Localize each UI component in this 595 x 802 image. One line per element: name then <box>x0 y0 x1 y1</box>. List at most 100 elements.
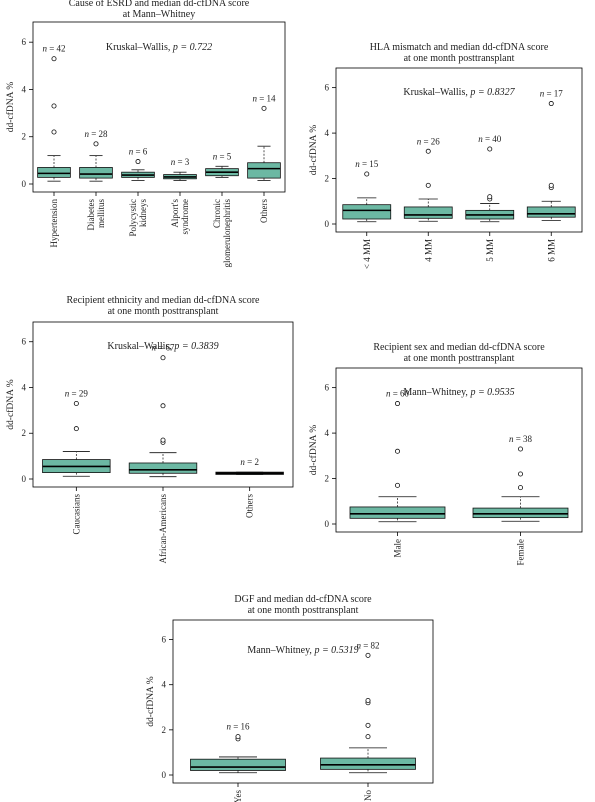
x-category-label-line: 6 MM <box>546 239 556 262</box>
outlier-point <box>74 401 78 405</box>
n-value: = 42 <box>47 44 66 54</box>
box <box>404 207 452 218</box>
x-category-label-line: Yes <box>233 790 243 802</box>
x-category-label: 5 MM <box>485 239 495 262</box>
n-label: n = 42 <box>42 44 65 54</box>
outlier-point <box>426 183 430 187</box>
n-value: = 3 <box>175 157 190 167</box>
test-annotation: Kruskal–Wallis, p = 0.8327 <box>403 87 515 98</box>
n-label: n = 15 <box>355 159 379 169</box>
n-value: = 29 <box>69 389 88 399</box>
n-value: = 14 <box>257 93 276 103</box>
x-category-label: No <box>363 790 373 801</box>
n-value: = 6 <box>133 147 148 157</box>
n-label: n = 6 <box>129 147 148 157</box>
n-value: = 28 <box>89 129 108 139</box>
y-tick-label: 0 <box>325 519 330 529</box>
test-name: Mann–Whitney, <box>403 387 470 398</box>
outlier-point <box>236 735 240 739</box>
n-label: n = 28 <box>84 129 108 139</box>
test-p-value: p = 0.722 <box>172 42 212 53</box>
n-value: = 67 <box>156 343 175 353</box>
outlier-point <box>518 447 522 451</box>
x-category-label-line: Chronic <box>212 199 222 228</box>
outlier-point <box>549 183 553 187</box>
y-axis-label: dd-cfDNA % <box>145 676 156 726</box>
n-value: = 2 <box>245 457 259 467</box>
y-tick-label: 4 <box>162 680 167 690</box>
n-label: n = 60 <box>386 389 410 399</box>
box <box>343 205 391 219</box>
y-axis-label: dd-cfDNA % <box>308 125 319 175</box>
test-annotation: Mann–Whitney, p = 0.5319 <box>247 645 358 656</box>
x-category-label-line: mellitus <box>96 199 106 228</box>
y-tick-label: 4 <box>325 428 330 438</box>
chart-panel-2: HLA mismatch and median dd-cfDNA scoreat… <box>308 42 582 269</box>
x-category-label-line: syndrome <box>180 199 190 235</box>
outlier-point <box>488 147 492 151</box>
n-value: = 5 <box>217 151 232 161</box>
n-label: n = 17 <box>540 89 564 99</box>
y-tick-label: 6 <box>22 37 27 47</box>
x-category-label-line: Others <box>245 494 255 518</box>
outlier-point <box>518 472 522 476</box>
n-label: n = 67 <box>151 343 175 353</box>
chart-title: HLA mismatch and median dd-cfDNA score <box>370 42 549 53</box>
x-category-label-line: Caucasians <box>71 494 81 535</box>
box <box>80 167 113 178</box>
outlier-point <box>366 723 370 727</box>
chart-title: Cause of ESRD and median dd-cfDNA score <box>69 0 250 9</box>
n-value: = 26 <box>421 136 440 146</box>
outlier-point <box>52 57 56 61</box>
outlier-point <box>136 159 140 163</box>
n-label: n = 38 <box>509 434 533 444</box>
x-category-label: Hypertension <box>49 199 59 248</box>
chart-title: at Mann–Whitney <box>123 9 195 20</box>
n-value: = 82 <box>361 640 380 650</box>
x-category-label: Caucasians <box>71 494 81 535</box>
x-category-label: 4 MM <box>423 239 433 262</box>
x-category-label-line: glomerulonephritis <box>222 199 232 268</box>
y-tick-label: 6 <box>22 337 27 347</box>
outlier-point <box>395 483 399 487</box>
y-tick-label: 0 <box>22 179 27 189</box>
n-label: n = 29 <box>65 389 89 399</box>
y-tick-label: 2 <box>162 725 167 735</box>
outlier-point <box>161 404 165 408</box>
chart-title: at one month posttransplant <box>108 306 219 317</box>
y-tick-label: 0 <box>162 770 167 780</box>
y-axis-label: dd-cfDNA % <box>308 425 319 475</box>
outlier-point <box>366 653 370 657</box>
n-label: n = 5 <box>213 151 232 161</box>
outlier-point <box>366 735 370 739</box>
chart-panel-5: DGF and median dd-cfDNA scoreat one mont… <box>145 594 433 802</box>
box <box>473 508 568 518</box>
chart-panel-1: Cause of ESRD and median dd-cfDNA scorea… <box>5 0 285 268</box>
test-name: Kruskal–Wallis, <box>403 87 470 98</box>
y-tick-label: 6 <box>162 635 167 645</box>
y-axis-label: dd-cfDNA % <box>5 379 16 429</box>
y-tick-label: 2 <box>22 428 27 438</box>
outlier-point <box>161 438 165 442</box>
x-category-label-line: < 4 MM <box>362 239 372 269</box>
x-category-label: Polycystickidneys <box>128 199 148 237</box>
box <box>129 463 197 473</box>
chart-title: Recipient ethnicity and median dd-cfDNA … <box>67 295 261 306</box>
x-category-label-line: Female <box>516 539 526 566</box>
n-label: n = 82 <box>356 640 379 650</box>
x-category-label-line: 4 MM <box>423 239 433 262</box>
chart-panel-4: Recipient sex and median dd-cfDNA scorea… <box>308 342 582 566</box>
outlier-point <box>366 698 370 702</box>
outlier-point <box>161 356 165 360</box>
test-p-value: p = 0.5319 <box>313 645 358 656</box>
x-category-label: < 4 MM <box>362 239 372 269</box>
n-label: n = 3 <box>171 157 190 167</box>
outlier-point <box>262 106 266 110</box>
y-axis-label: dd-cfDNA % <box>5 82 16 132</box>
test-name: Kruskal–Wallis, <box>106 42 173 53</box>
x-category-label-line: Polycystic <box>128 199 138 237</box>
y-tick-label: 2 <box>22 132 27 142</box>
box <box>350 507 445 518</box>
x-category-label: Female <box>516 539 526 566</box>
